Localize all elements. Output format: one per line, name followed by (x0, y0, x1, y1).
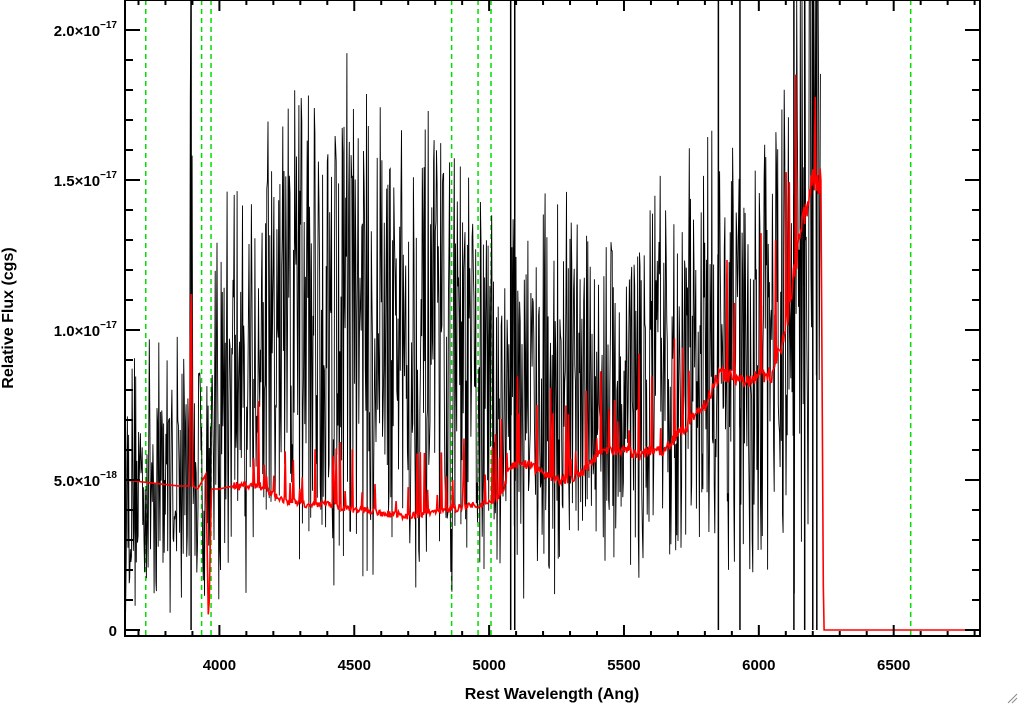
y-tick-label: 1.0×10−17 (54, 320, 118, 340)
y-axis-title: Relative Flux (cgs) (0, 247, 17, 388)
y-tick-label: 1.5×10−17 (54, 170, 118, 190)
x-tick-label: 5000 (472, 657, 505, 674)
x-tick-label: 6000 (742, 657, 775, 674)
y-tick-label: 0 (109, 623, 117, 640)
y-tick-exponent: −18 (100, 470, 117, 481)
series-line-model (125, 74, 980, 631)
x-tick-label: 5500 (607, 657, 640, 674)
observed-noise-spikes (125, 0, 821, 630)
series-line-observed (125, 0, 821, 613)
y-tick-exponent: −17 (100, 170, 117, 181)
x-axis-title: Rest Wavelength (Ang) (465, 686, 640, 703)
x-tick-label: 4000 (203, 657, 236, 674)
y-tick-exponent: −17 (100, 20, 117, 31)
series-lines (125, 74, 980, 631)
y-tick-label: 2.0×10−17 (54, 20, 118, 40)
resize-grip-icon[interactable] (1006, 692, 1018, 704)
y-tick-label: 5.0×10−18 (54, 470, 118, 490)
y-tick-exponent: −17 (100, 320, 117, 331)
x-tick-label: 4500 (338, 657, 371, 674)
x-ticks: 4000 4500 5000 5500 6000 6500 (137, 0, 976, 674)
plot-frame (124, 0, 981, 637)
x-tick-label: 6500 (877, 657, 910, 674)
